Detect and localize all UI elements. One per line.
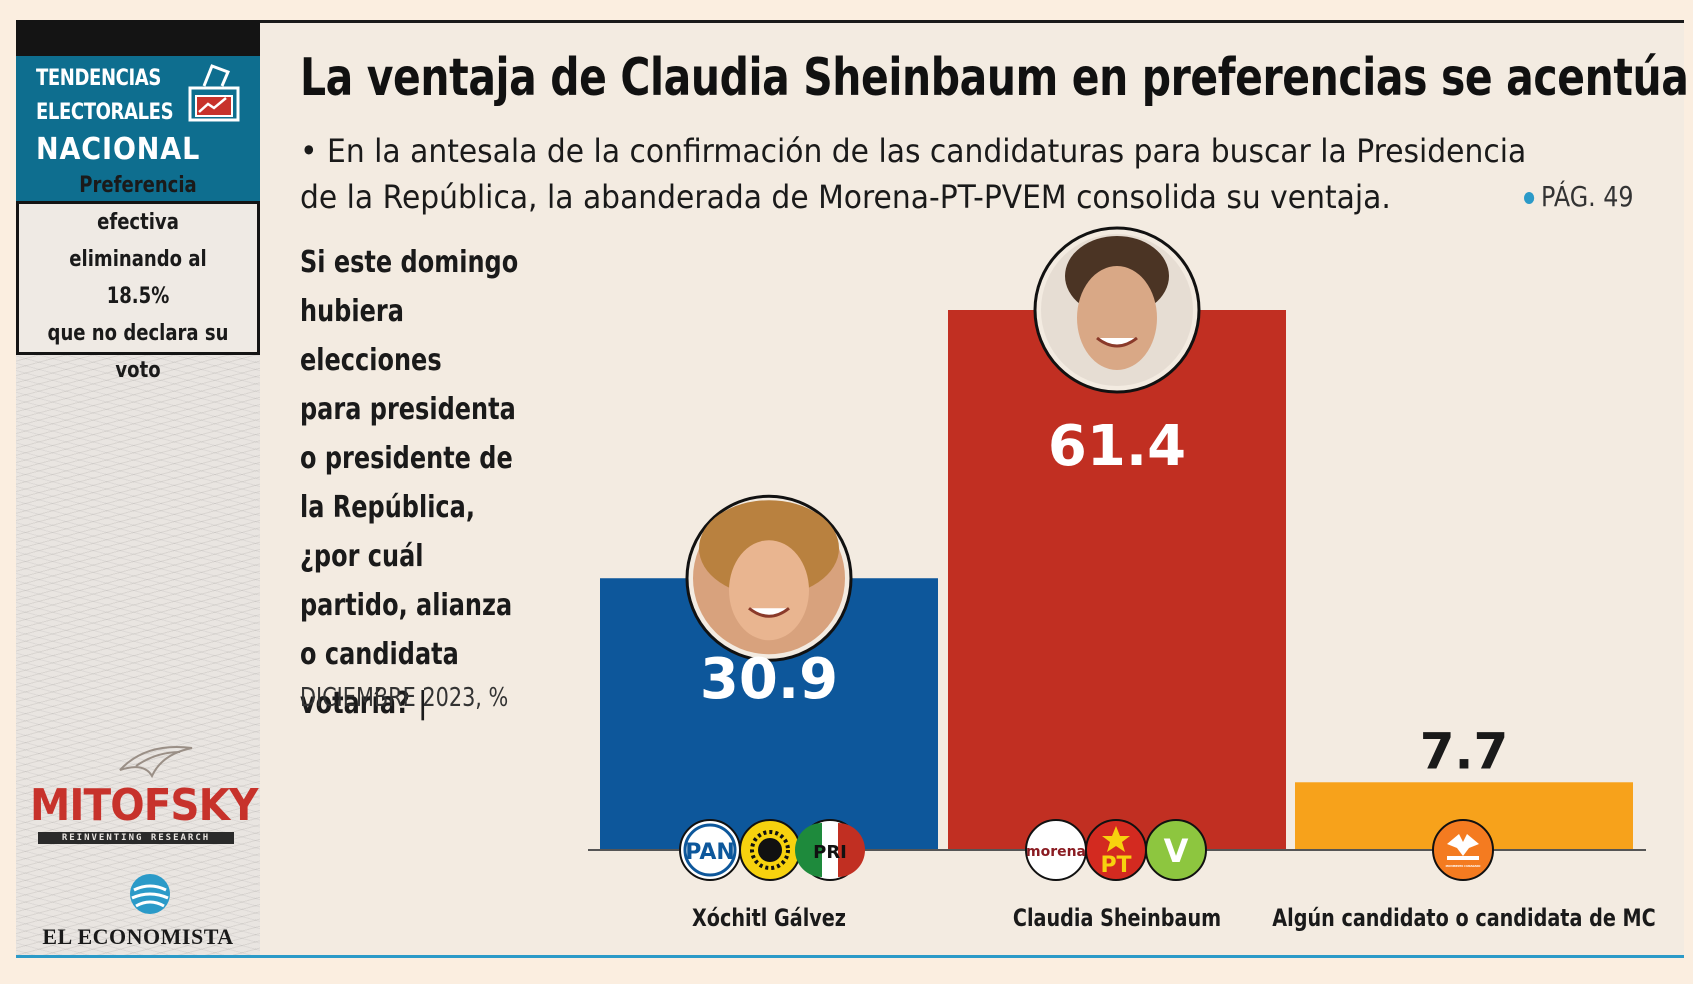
pt-logo-text: PT <box>1100 853 1131 878</box>
economista-globe-icon <box>130 874 170 914</box>
page-subtitle: • En la antesala de la confirmación de l… <box>300 132 1527 216</box>
pvem-logo-text: V <box>1164 832 1189 870</box>
data-label-mc: 7.7 <box>1420 722 1509 780</box>
economista-logo: EL ECONOMISTA <box>42 924 234 949</box>
category-label-mc: Algún candidato o candidata de MC <box>1272 905 1655 933</box>
morena-logo-icon: morena <box>1025 819 1087 881</box>
morena-logo-text: morena <box>1026 844 1086 860</box>
logo-group-claudia: morena PT V <box>1025 819 1207 881</box>
category-label-claudia: Claudia Sheinbaum <box>1013 905 1221 933</box>
bullet-dot-icon <box>1524 192 1535 204</box>
data-label-xochitl: 30.9 <box>700 647 838 712</box>
mc-logo-text: MOVIMIENTO CIUDADANO <box>1446 865 1481 868</box>
mitofsky-logo: MITOFSKY <box>30 780 258 831</box>
sidebar-header <box>16 56 260 220</box>
survey-date-note: DICIEMBRE 2023, % <box>300 683 509 713</box>
section-label-line3: NACIONAL <box>36 132 201 167</box>
pri-logo-icon: PRI <box>795 819 865 881</box>
data-label-claudia: 61.4 <box>1048 414 1186 479</box>
bar-claudia <box>948 310 1286 850</box>
avatar-claudia <box>1033 226 1201 394</box>
mitofsky-tagline: REINVENTING RESEARCH <box>38 832 234 844</box>
section-label-line2: ELECTORALES <box>36 100 174 125</box>
sidebar-top-band <box>16 20 260 56</box>
pan-logo-icon: PAN <box>679 819 741 881</box>
section-label-line1: TENDENCIAS <box>36 66 161 91</box>
category-label-xochitl: Xóchitl Gálvez <box>692 905 846 933</box>
top-rule <box>16 20 1684 23</box>
survey-question: Si este domingo hubiera elecciones para … <box>300 245 519 721</box>
pri-logo-text: PRI <box>813 842 847 863</box>
page-reference-text: PÁG. 49 <box>1541 180 1634 213</box>
page-reference: PÁG. 49 <box>1524 180 1634 213</box>
avatar-xochitl <box>685 494 853 662</box>
mitofsky-bird-icon <box>119 745 193 779</box>
ballot-box-icon <box>188 64 240 122</box>
sidebar: TENDENCIAS ELECTORALES NACIONAL Preferen… <box>16 20 260 958</box>
methodology-box: Preferencia efectiva eliminando al 18.5%… <box>16 173 260 383</box>
page-title: La ventaja de Claudia Sheinbaum en prefe… <box>300 48 1689 108</box>
mc-logo-icon: MOVIMIENTO CIUDADANO <box>1432 819 1494 881</box>
pan-logo-text: PAN <box>685 840 735 865</box>
bottom-rule <box>16 955 1684 958</box>
pt-logo-icon: PT <box>1085 819 1147 881</box>
prd-logo-icon <box>739 819 801 881</box>
logo-group-xochitl: PAN PRI <box>679 819 865 881</box>
pvem-logo-icon: V <box>1145 819 1207 881</box>
methodology-text: Preferencia efectiva eliminando al 18.5%… <box>47 173 229 383</box>
